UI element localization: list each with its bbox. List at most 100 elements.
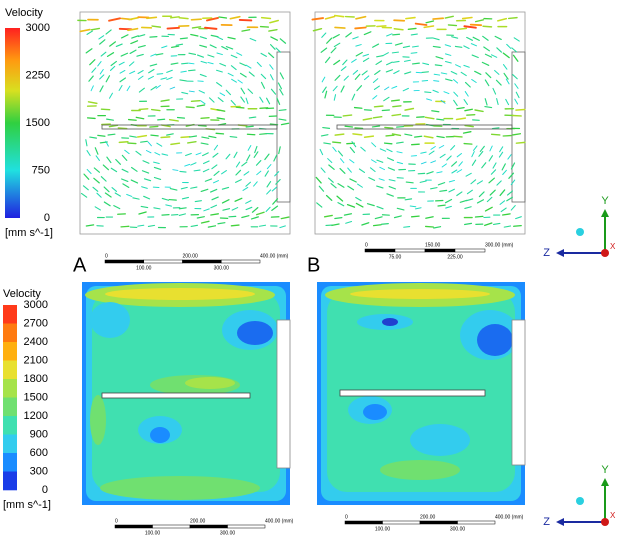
vector [457,118,466,119]
vector [441,73,446,74]
scale-bar [183,260,222,263]
legend-tick: 300 [30,465,48,477]
vector [433,18,443,19]
vector [365,136,374,137]
legend-unit: [mm s^-1] [3,499,51,511]
vector [515,99,518,104]
vector [321,168,325,172]
vector [235,198,242,201]
vector [341,67,346,71]
vector [423,63,429,64]
vector [241,88,244,93]
vector [356,203,363,207]
vector [94,168,99,172]
vector [249,117,255,118]
vector [281,217,289,219]
vector [217,70,223,72]
vector [387,62,393,65]
vector [454,136,462,137]
vector [106,30,111,34]
vector [501,208,506,212]
vector [458,28,467,29]
vector [329,178,334,182]
scale-label: 300.00 (mm) [485,242,514,248]
vector [440,154,445,157]
vector [508,155,511,159]
outlet [512,52,525,202]
vector [482,163,486,168]
vector [180,80,186,81]
vector [365,76,369,80]
colorbar-band [3,305,17,324]
vector [87,169,91,173]
vector [373,96,377,99]
colorbar-band [3,453,17,472]
vector [95,148,98,154]
vector [272,187,276,191]
scale-bar [395,249,425,252]
vector [464,132,471,133]
vector [90,60,95,65]
vector [139,212,146,214]
vector [261,74,265,78]
vector [500,201,504,205]
vector [279,110,286,111]
vector [483,26,491,27]
vector [455,46,461,47]
vector [353,134,362,135]
vector [141,141,148,142]
vector [343,115,351,116]
vector [472,152,474,157]
vector [471,180,476,184]
vector [392,86,397,88]
panel-label: A [73,254,87,276]
vector [373,117,381,118]
vector [151,54,156,56]
vector [252,217,259,219]
vector [516,92,519,97]
vector [138,71,143,74]
vector [377,26,386,27]
vector [246,65,251,68]
vector [350,179,356,182]
vector [256,161,260,166]
vector [100,69,103,73]
vector [236,162,239,167]
vector [405,108,413,110]
vector [361,147,365,151]
scale-label: 200.00 [420,514,436,520]
vector [176,44,182,45]
vector [104,187,109,192]
vector [332,224,339,225]
vector [485,80,488,86]
vector [485,99,487,105]
vector [335,218,342,219]
vector [203,153,209,156]
outlet [277,52,290,202]
vector [416,24,427,25]
vector [507,44,511,48]
vector [437,136,444,137]
vector [331,48,336,53]
vector [438,183,444,185]
vector [186,153,192,155]
vector [465,223,472,224]
vector [100,86,103,92]
vector [348,168,352,172]
vector [426,217,433,218]
vector [333,142,341,143]
vector [127,194,132,196]
legend-tick: 2250 [26,69,50,81]
vector [270,20,278,22]
vector [170,120,178,121]
vector [514,226,521,227]
vector [261,53,266,56]
vector [228,37,235,38]
colorbar-band [3,416,17,435]
vector [110,66,114,70]
vector [395,216,402,218]
vector [217,110,225,112]
vector [200,74,206,76]
vector [212,165,217,169]
vector [269,53,274,58]
